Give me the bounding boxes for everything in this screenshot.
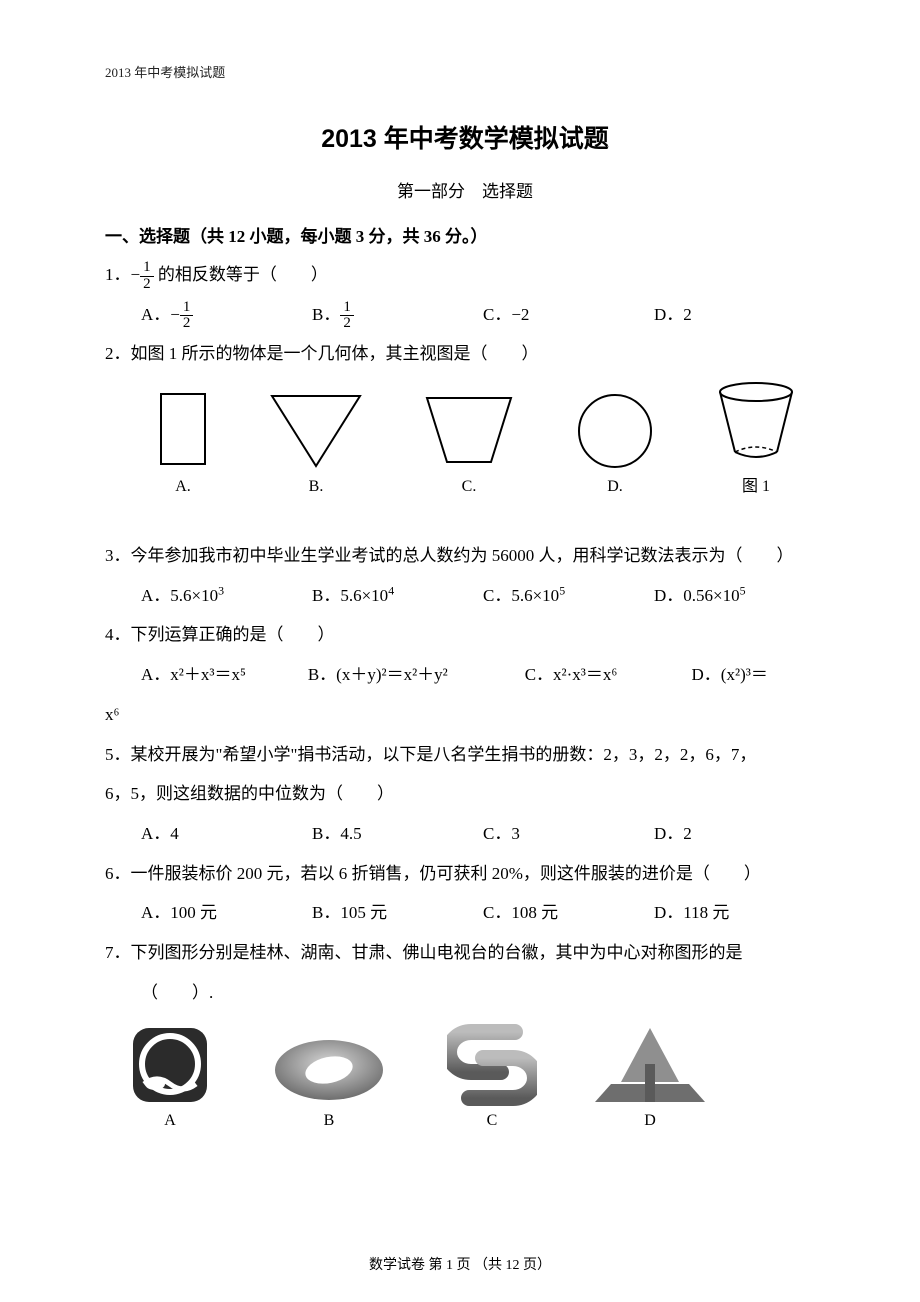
- shape-rectangle: A.: [153, 390, 213, 496]
- q1-options: A．−12 B．12 C．−2 D．2: [105, 297, 825, 333]
- q6-option-d: D．118 元: [654, 895, 825, 931]
- gansu-logo-icon: [447, 1024, 537, 1106]
- q5-option-d: D．2: [654, 816, 825, 852]
- q4-option-d-tail: x⁶: [105, 697, 825, 733]
- q4-option-d: D．(x²)³＝: [692, 657, 825, 693]
- q3-option-b: B．5.6×104: [312, 578, 483, 614]
- q1-option-d: D．2: [654, 297, 825, 333]
- question-4: 4．下列运算正确的是（ ）: [105, 617, 825, 653]
- logo-hunan: B: [269, 1034, 389, 1130]
- foshan-logo-icon: [595, 1024, 705, 1106]
- q4-option-c: C．x²·x³＝x⁶: [525, 657, 692, 693]
- rectangle-icon: [153, 390, 213, 472]
- fraction-icon: 12: [180, 300, 194, 333]
- q3-option-d: D．0.56×105: [654, 578, 825, 614]
- fraction-icon: 12: [340, 300, 354, 333]
- q4-options: A．x²＋x³＝x⁵ B．(x＋y)²＝x²＋y² C．x²·x³＝x⁶ D．(…: [105, 657, 825, 693]
- question-5-line1: 5．某校开展为"希望小学"捐书活动，以下是八名学生捐书的册数：2，3，2，2，6…: [105, 737, 825, 773]
- q6-options: A．100 元 B．105 元 C．108 元 D．118 元: [105, 895, 825, 931]
- logo-gansu: C: [447, 1024, 537, 1130]
- circle-icon: [572, 390, 658, 472]
- q3-options: A．5.6×103 B．5.6×104 C．5.6×105 D．0.56×105: [105, 578, 825, 614]
- shape-circle: D.: [572, 390, 658, 496]
- q5-options: A．4 B．4.5 C．3 D．2: [105, 816, 825, 852]
- label-d: D: [595, 1112, 705, 1130]
- q1-option-b: B．12: [312, 297, 483, 333]
- q6-option-a: A．100 元: [141, 895, 312, 931]
- q6-option-c: C．108 元: [483, 895, 654, 931]
- label-a: A.: [153, 478, 213, 496]
- fraction-icon: 12: [140, 260, 154, 293]
- question-2: 2．如图 1 所示的物体是一个几何体，其主视图是（ ）: [105, 336, 825, 372]
- logo-foshan: D: [595, 1024, 705, 1130]
- exam-title: 2013 年中考数学模拟试题: [105, 119, 825, 155]
- question-3: 3．今年参加我市初中毕业生学业考试的总人数约为 56000 人，用科学记数法表示…: [105, 538, 825, 574]
- section-heading: 一、选择题（共 12 小题，每小题 3 分，共 36 分。）: [105, 222, 825, 247]
- label-b: B.: [266, 478, 366, 496]
- question-7-line2: （ ）.: [105, 975, 825, 1011]
- q1-option-c: C．−2: [483, 297, 654, 333]
- exam-page: 2013 年中考模拟试题 2013 年中考数学模拟试题 第一部分 选择题 一、选…: [0, 0, 920, 1302]
- triangle-down-icon: [266, 390, 366, 472]
- hunan-logo-icon: [269, 1034, 389, 1106]
- page-footer: 数学试卷 第 1 页 （共 12 页）: [0, 1254, 920, 1274]
- question-6: 6．一件服装标价 200 元，若以 6 折销售，仍可获利 20%，则这件服装的进…: [105, 856, 825, 892]
- q4-option-b: B．(x＋y)²＝x²＋y²: [308, 657, 525, 693]
- q5-option-c: C．3: [483, 816, 654, 852]
- q6-option-b: B．105 元: [312, 895, 483, 931]
- question-7-line1: 7．下列图形分别是桂林、湖南、甘肃、佛山电视台的台徽，其中为中心对称图形的是: [105, 935, 825, 971]
- label-a: A: [129, 1112, 211, 1130]
- cone-cup-icon: [711, 380, 801, 466]
- q5-option-a: A．4: [141, 816, 312, 852]
- label-b: B: [269, 1112, 389, 1130]
- label-c: C: [447, 1112, 537, 1130]
- question-1: 1．−12 的相反数等于（ ）: [105, 257, 825, 293]
- shape-trapezoid: C.: [419, 390, 519, 496]
- q1-stem-prefix: 1．−: [105, 265, 140, 284]
- logo-guilin: A: [129, 1024, 211, 1130]
- running-header: 2013 年中考模拟试题: [105, 62, 825, 81]
- question-5-line2: 6，5，则这组数据的中位数为（ ）: [105, 776, 825, 812]
- q3-option-c: C．5.6×105: [483, 578, 654, 614]
- label-c: C.: [419, 478, 519, 496]
- trapezoid-icon: [419, 390, 519, 472]
- label-fig1: 图 1: [711, 472, 801, 496]
- q2-shapes: A. B. C. D. 图 1: [105, 376, 825, 502]
- q7-logos: A B: [105, 1016, 825, 1136]
- shape-triangle-down: B.: [266, 390, 366, 496]
- q1-stem-suffix: 的相反数等于（ ）: [154, 265, 328, 284]
- q3-option-a: A．5.6×103: [141, 578, 312, 614]
- shape-cone-cup: 图 1: [711, 380, 801, 496]
- q1-option-a: A．−12: [141, 297, 312, 333]
- part-label: 第一部分 选择题: [105, 177, 825, 202]
- q5-option-b: B．4.5: [312, 816, 483, 852]
- q4-option-a: A．x²＋x³＝x⁵: [141, 657, 308, 693]
- label-d: D.: [572, 478, 658, 496]
- guilin-logo-icon: [129, 1024, 211, 1106]
